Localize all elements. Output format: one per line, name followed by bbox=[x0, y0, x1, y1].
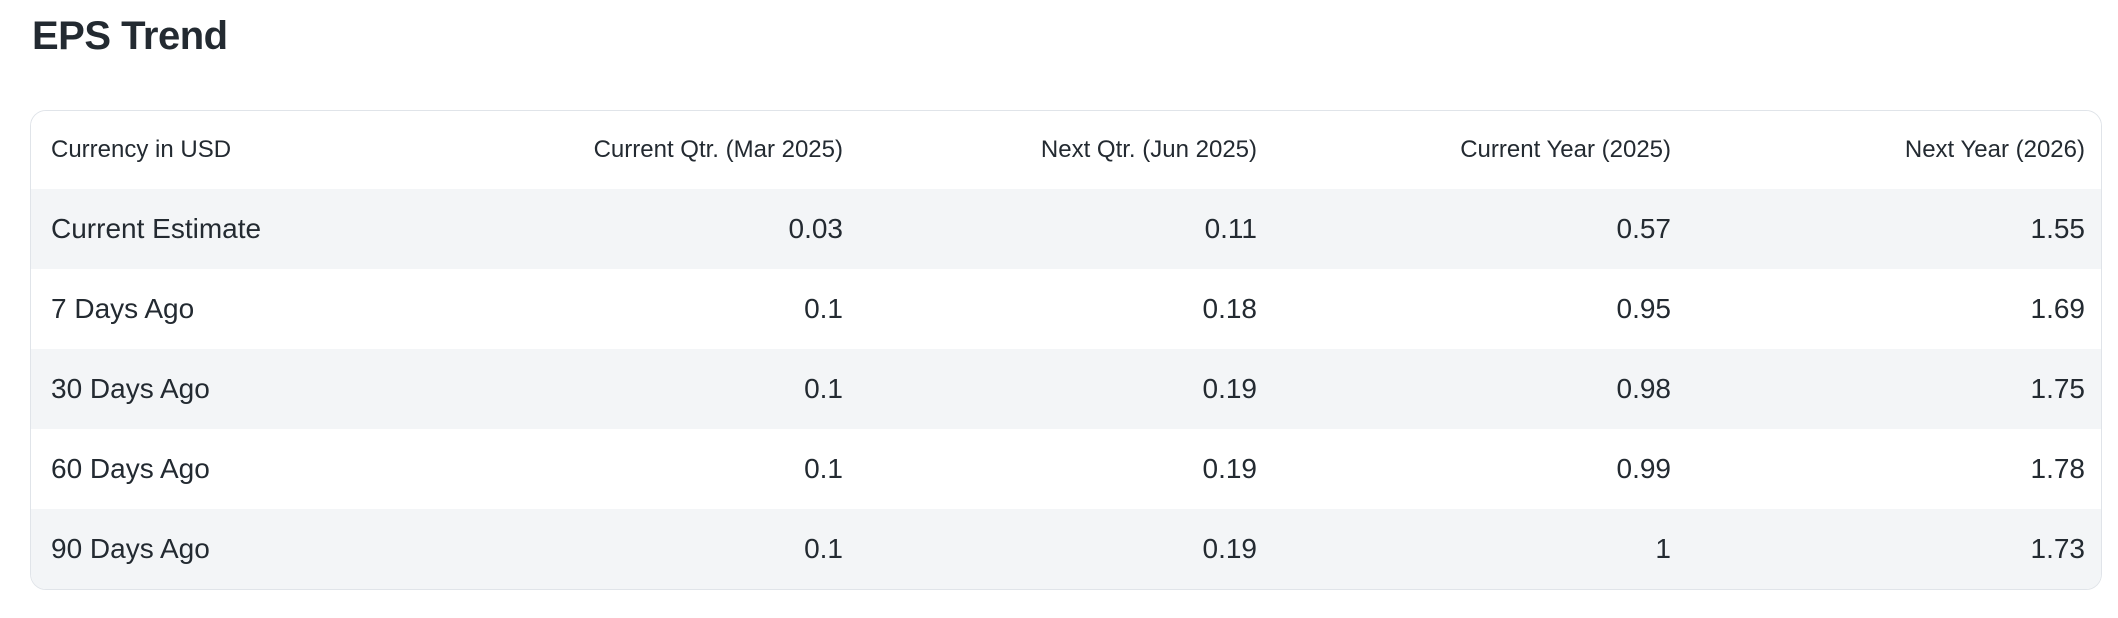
cell-value: 0.57 bbox=[1616, 213, 1672, 244]
row-label: 60 Days Ago bbox=[51, 453, 210, 484]
column-header-current-year: Current Year (2025) bbox=[1273, 111, 1687, 189]
cell-value: 0.1 bbox=[804, 533, 843, 564]
table-row: 30 Days Ago 0.1 0.19 0.98 1.75 bbox=[31, 349, 2101, 429]
row-label: 90 Days Ago bbox=[51, 533, 210, 564]
cell-value: 0.1 bbox=[804, 373, 843, 404]
cell-value: 1.69 bbox=[2030, 293, 2086, 324]
cell-value: 1.73 bbox=[2030, 533, 2086, 564]
cell-value: 0.03 bbox=[788, 213, 844, 244]
eps-trend-card: Currency in USD Current Qtr. (Mar 2025) … bbox=[30, 110, 2102, 590]
cell-value: 1 bbox=[1655, 533, 1671, 564]
table-row: 90 Days Ago 0.1 0.19 1 1.73 bbox=[31, 509, 2101, 589]
table-row: Current Estimate 0.03 0.11 0.57 1.55 bbox=[31, 189, 2101, 269]
cell-value: 1.75 bbox=[2030, 373, 2086, 404]
cell-value: 0.18 bbox=[1202, 293, 1258, 324]
cell-value: 0.1 bbox=[804, 453, 843, 484]
cell-value: 1.78 bbox=[2030, 453, 2086, 484]
cell-value: 1.55 bbox=[2030, 213, 2086, 244]
cell-value: 0.99 bbox=[1616, 453, 1672, 484]
row-label: Current Estimate bbox=[51, 213, 262, 244]
row-label: 7 Days Ago bbox=[51, 293, 195, 324]
table-row: 7 Days Ago 0.1 0.18 0.95 1.69 bbox=[31, 269, 2101, 349]
table-row: 60 Days Ago 0.1 0.19 0.99 1.78 bbox=[31, 429, 2101, 509]
column-header-next-year: Next Year (2026) bbox=[1687, 111, 2101, 189]
cell-value: 0.98 bbox=[1616, 373, 1672, 404]
cell-value: 0.1 bbox=[804, 293, 843, 324]
cell-value: 0.19 bbox=[1202, 453, 1258, 484]
cell-value: 0.95 bbox=[1616, 293, 1672, 324]
column-header-current-qtr: Current Qtr. (Mar 2025) bbox=[445, 111, 859, 189]
row-label: 30 Days Ago bbox=[51, 373, 210, 404]
column-header-currency: Currency in USD bbox=[31, 111, 445, 189]
cell-value: 0.19 bbox=[1202, 373, 1258, 404]
page-title: EPS Trend bbox=[32, 14, 228, 58]
cell-value: 0.11 bbox=[1204, 213, 1257, 244]
column-header-next-qtr: Next Qtr. (Jun 2025) bbox=[859, 111, 1273, 189]
table-header-row: Currency in USD Current Qtr. (Mar 2025) … bbox=[31, 111, 2101, 189]
eps-trend-table: Currency in USD Current Qtr. (Mar 2025) … bbox=[31, 111, 2101, 589]
cell-value: 0.19 bbox=[1202, 533, 1258, 564]
